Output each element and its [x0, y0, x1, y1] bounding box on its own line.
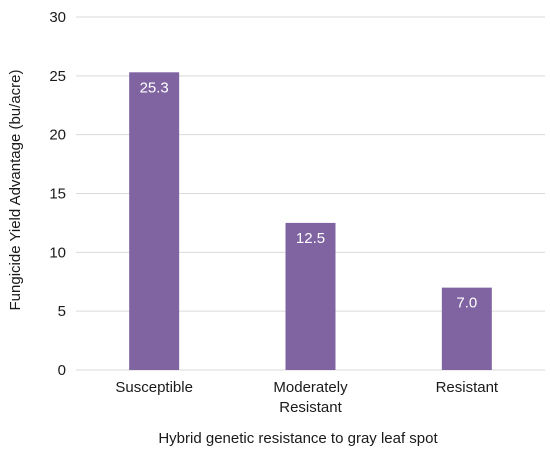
x-axis-ticks: Susceptible Moderately Resistant Resistant [115, 379, 499, 416]
x-tick-label: Moderately [273, 379, 348, 396]
y-tick-label: 20 [49, 127, 66, 144]
x-axis-label: Hybrid genetic resistance to gray leaf s… [158, 430, 438, 447]
data-label: 25.3 [140, 79, 169, 96]
data-label: 7.0 [456, 295, 477, 312]
y-axis-ticks: 0 5 10 15 20 25 30 [49, 9, 66, 379]
bar [129, 72, 180, 370]
y-tick-label: 5 [58, 303, 66, 320]
bar [441, 287, 492, 370]
y-tick-label: 15 [49, 186, 66, 203]
bars: 25.3 12.5 7.0 [129, 72, 492, 370]
y-tick-label: 25 [49, 68, 66, 85]
y-tick-label: 0 [58, 362, 66, 379]
y-tick-label: 30 [49, 9, 66, 26]
bar [285, 222, 336, 370]
x-tick-label: Resistant [279, 399, 342, 416]
y-axis-label: Fungicide Yield Advantage (bu/acre) [7, 70, 24, 311]
x-tick-label: Resistant [436, 379, 499, 396]
data-label: 12.5 [296, 230, 325, 247]
x-tick-label: Susceptible [115, 379, 193, 396]
y-tick-label: 10 [49, 244, 66, 261]
